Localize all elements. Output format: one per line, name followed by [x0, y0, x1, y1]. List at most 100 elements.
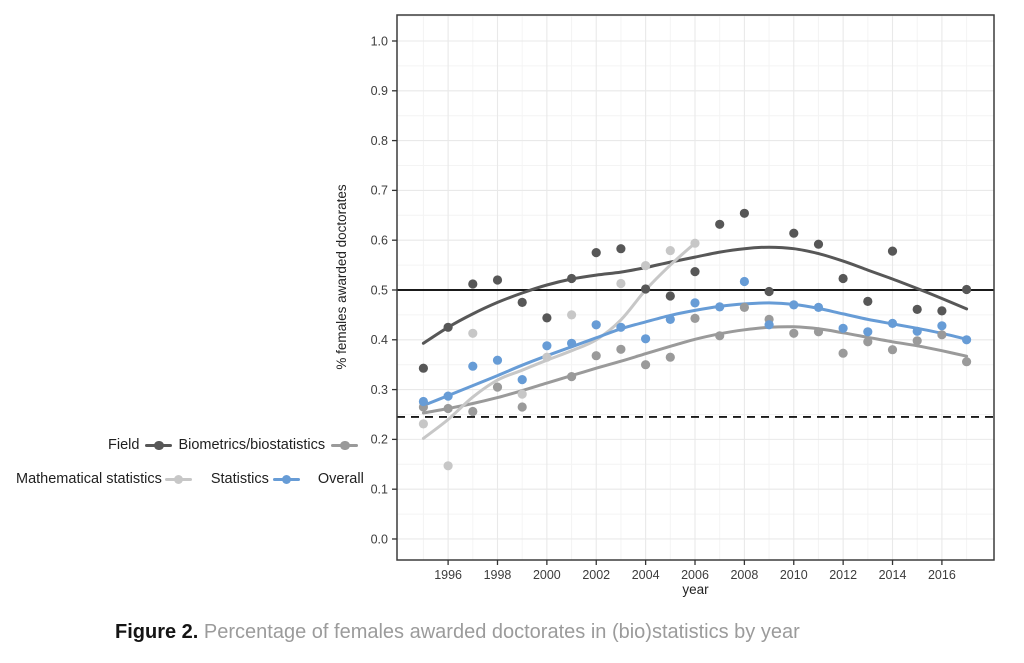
data-point [789, 228, 799, 238]
data-point [887, 318, 898, 328]
axes: 1996 1998 2000 2002 2004 2006 2008 2010 2012 2014… [371, 34, 956, 582]
data-point [912, 336, 922, 346]
data-point [567, 273, 577, 284]
data-point [739, 208, 750, 218]
data-point [591, 320, 601, 330]
trend-line-1 [421, 245, 969, 345]
data-point [715, 302, 725, 312]
x-tick-label: 1998 [484, 568, 512, 582]
data-point [591, 351, 601, 361]
data-point [443, 403, 453, 414]
data-point [641, 261, 651, 271]
x-tick-label: 2012 [829, 568, 857, 582]
legend-key-mathematical-statistics-icon [331, 438, 359, 452]
points-4 [418, 276, 972, 407]
data-point [616, 344, 626, 354]
data-point [813, 239, 824, 249]
data-point [838, 273, 848, 284]
y-tick-label: 1.0 [371, 34, 388, 48]
major-gridlines [397, 15, 994, 560]
x-tick-label: 2010 [780, 568, 808, 582]
data-point [789, 328, 799, 338]
data-point [813, 302, 824, 312]
data-point [937, 330, 947, 340]
data-point [962, 335, 972, 345]
data-point [838, 323, 848, 333]
y-tick-label: 0.9 [371, 84, 388, 98]
data-point [838, 348, 848, 358]
data-point [863, 327, 873, 337]
data-point [616, 244, 626, 254]
y-tick-label: 0.5 [371, 283, 388, 297]
data-point [665, 246, 675, 256]
y-tick-label: 0.2 [371, 433, 388, 447]
data-point [641, 334, 651, 344]
data-point [789, 300, 799, 310]
y-tick-label: 0.0 [371, 532, 388, 546]
x-tick-label: 2000 [533, 568, 561, 582]
figure-caption-label: Figure 2. [115, 621, 199, 643]
legend-key-biometrics-biostatistics-icon [145, 438, 173, 452]
x-tick-label: 2006 [681, 568, 709, 582]
y-tick-label: 0.7 [371, 184, 388, 198]
y-tick-label: 0.3 [371, 383, 388, 397]
data-point [517, 402, 527, 412]
legend-row-2: Mathematical statistics Statistics Overa… [16, 471, 364, 487]
figure-caption: Figure 2. Percentage of females awarded … [115, 621, 800, 644]
data-point [443, 322, 453, 332]
data-point [492, 275, 503, 285]
reference-lines [397, 289, 994, 418]
data-point [937, 321, 947, 331]
data-point [690, 238, 700, 248]
data-point [567, 372, 577, 382]
data-point [690, 313, 700, 323]
data-series [418, 208, 972, 471]
data-point [665, 352, 675, 362]
x-tick-label: 2014 [879, 568, 907, 582]
y-tick-label: 0.8 [371, 134, 388, 148]
data-point [887, 246, 898, 256]
data-point [887, 345, 898, 355]
data-point [542, 313, 552, 323]
legend-title: Field [108, 437, 140, 453]
legend-key-overall-icon [272, 472, 300, 486]
data-point [567, 338, 577, 348]
chart: 1996 1998 2000 2002 2004 2006 2008 2010 2012 2014… [334, 14, 995, 597]
x-tick-label: 2008 [730, 568, 758, 582]
trend-line-2 [421, 325, 969, 415]
data-point [591, 248, 601, 258]
data-point [962, 357, 972, 367]
data-point [912, 326, 922, 336]
x-axis-title: year [682, 582, 709, 597]
data-point [739, 276, 750, 287]
data-point [468, 361, 478, 371]
points-2 [418, 302, 972, 417]
data-point [813, 327, 824, 337]
legend-label-overall: Overall [317, 471, 364, 487]
data-point [492, 355, 503, 365]
data-point [863, 337, 873, 347]
y-axis-title: % females awarded doctorates [334, 184, 349, 370]
data-point [665, 291, 675, 301]
data-point [962, 284, 972, 295]
data-point [616, 278, 626, 289]
data-point [517, 389, 527, 399]
figure-caption-text: Percentage of females awarded doctorates… [203, 621, 800, 643]
x-tick-label: 1996 [434, 568, 462, 582]
points-1 [418, 208, 972, 373]
data-point [641, 284, 651, 294]
data-point [468, 328, 478, 338]
data-point [715, 219, 725, 229]
data-point [567, 310, 577, 320]
data-point [468, 279, 478, 289]
data-point [517, 297, 527, 307]
data-point [517, 375, 527, 385]
data-point [937, 306, 947, 316]
data-point [418, 363, 428, 373]
x-tick-label: 2002 [582, 568, 610, 582]
data-point [468, 406, 478, 417]
legend-row-1: Field Biometrics/biostatistics [108, 437, 359, 453]
data-point [690, 267, 700, 277]
trend-line-3 [421, 241, 697, 440]
